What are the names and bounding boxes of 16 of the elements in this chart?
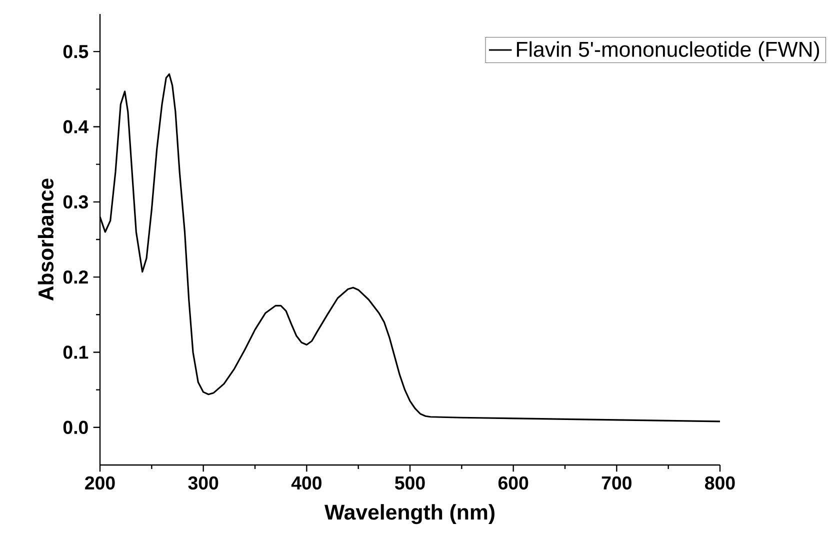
x-tick-label: 500 [394,476,425,490]
legend-label: Flavin 5'-mononucleotide (FWN) [516,41,820,62]
x-tick-label: 200 [85,476,115,490]
y-tick-label: 0.1 [63,346,88,359]
y-tick-label: 0.2 [63,270,88,284]
x-tick-label: 800 [705,476,735,490]
x-tick-label: 600 [498,476,528,490]
y-tick-label: 0.5 [63,44,88,58]
y-tick-label: 0.4 [63,120,89,134]
x-tick-label: 700 [602,476,632,490]
y-axis-title: Absorbance [38,178,54,301]
y-tick-label: 0.3 [63,195,88,209]
y-tick-label: 0.0 [63,420,88,434]
x-tick-label: 400 [291,476,322,490]
x-tick-label: 300 [188,476,218,490]
x-axis-title: Wavelength (nm) [324,504,494,524]
